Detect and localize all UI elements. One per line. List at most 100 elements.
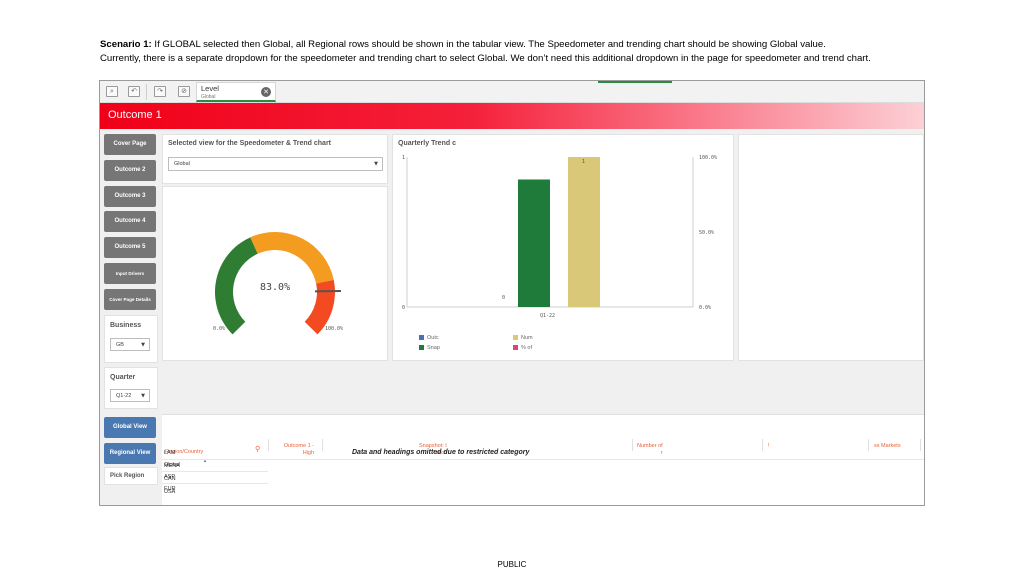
nav-input-drivers[interactable]: Input Drivers	[104, 263, 156, 284]
quarter-dropdown[interactable]: Q1-22 ▼	[110, 389, 150, 402]
toolbar: ⌕ ↶ ↷ ⊘ Level Global ✕	[100, 81, 924, 103]
pick-region-panel[interactable]: Pick Region	[104, 467, 158, 485]
y-tick-label: 0	[402, 305, 405, 311]
sort-indicator-icon: ▲	[203, 458, 207, 463]
y-tick-label: 1	[402, 155, 405, 161]
table-row-label[interactable]: ASP	[164, 474, 176, 480]
scenario-label: Scenario 1:	[100, 39, 152, 50]
pick-region-label: Pick Region	[110, 473, 145, 479]
table-row-label[interactable]: MENA	[164, 463, 180, 469]
speedometer-panel: 83.0% 0.0% 100.0%	[162, 186, 388, 361]
speedometer-gauge	[215, 232, 342, 335]
speedometer-view-title: Selected view for the Speedometer & Tren…	[168, 140, 331, 147]
selection-chip-level[interactable]: Level Global ✕	[196, 82, 276, 102]
clear-selections-icon[interactable]: ⊘	[178, 86, 190, 97]
y2-tick-label: 0.0%	[699, 305, 711, 311]
selection-chip-title: Level	[201, 84, 219, 93]
gauge-max-label: 100.0%	[325, 326, 344, 332]
nav-cover-page-details[interactable]: Cover Page Details	[104, 289, 156, 310]
table-row-label[interactable]: Global	[164, 462, 180, 468]
row-divider	[162, 483, 268, 484]
sheet-banner: Outcome 1	[100, 103, 924, 129]
legend-item: Outc	[419, 335, 439, 341]
table-row-label[interactable]: USA	[164, 489, 176, 495]
scenario-text-1: If GLOBAL selected then Global, all Regi…	[151, 39, 826, 50]
legend-swatch	[419, 335, 424, 340]
omitted-data-note: Data and headings omitted due to restric…	[352, 449, 530, 456]
table-header-markets[interactable]: ss Markets	[874, 443, 901, 449]
legend-label: % of	[521, 345, 533, 351]
table-overflow	[162, 494, 268, 505]
legend-swatch	[513, 345, 518, 350]
toolbar-accent-bar	[598, 81, 672, 83]
nav-outcome-5[interactable]: Outcome 5	[104, 237, 156, 258]
quarter-filter-label: Quarter	[110, 374, 136, 381]
gauge-min-label: 0.0%	[213, 326, 226, 332]
row-divider	[162, 471, 268, 472]
nav-outcome-4[interactable]: Outcome 4	[104, 211, 156, 232]
toolbar-divider	[146, 84, 147, 100]
speedometer-view-panel: Selected view for the Speedometer & Tren…	[162, 134, 388, 184]
y2-tick-label: 100.0%	[699, 155, 717, 161]
gauge-value-label: 83.0%	[260, 282, 291, 293]
bar-value-label: 0	[502, 295, 505, 301]
legend-item: % of	[513, 345, 532, 351]
close-icon[interactable]: ✕	[261, 87, 271, 97]
speedometer-view-dropdown[interactable]: Global ▼	[168, 157, 383, 171]
nav-cover-page[interactable]: Cover Page	[104, 134, 156, 155]
global-view-button[interactable]: Global View	[104, 417, 156, 438]
scenario-description: Scenario 1: If GLOBAL selected then Glob…	[100, 38, 1000, 66]
column-divider	[762, 439, 763, 451]
legend-item: Num	[513, 335, 533, 341]
table-header-flag[interactable]: !	[768, 443, 770, 449]
sheet-canvas: Cover Page Outcome 2 Outcome 3 Outcome 4…	[100, 129, 924, 505]
chevron-down-icon: ▼	[374, 161, 378, 167]
business-filter-label: Business	[110, 322, 142, 329]
legend-item: Snap	[419, 345, 440, 351]
column-divider	[920, 439, 921, 451]
chevron-down-icon: ▼	[141, 393, 145, 399]
x-tick-label: Q1-22	[540, 313, 555, 319]
scenario-line-2: Currently, there is a separate dropdown …	[100, 53, 871, 64]
table-header-number[interactable]: Number of r	[637, 443, 663, 456]
smart-search-icon[interactable]: ⌕	[106, 86, 118, 97]
table-row-label[interactable]: LAM	[164, 450, 176, 456]
nav-outcome-2[interactable]: Outcome 2	[104, 160, 156, 181]
step-back-icon[interactable]: ↶	[128, 86, 140, 97]
table-header-snapshot[interactable]: Snapshot: I reco	[419, 443, 447, 456]
gauge-segment	[304, 279, 335, 335]
y2-tick-label: 50.0%	[699, 230, 714, 236]
scenario-line-1: Scenario 1: If GLOBAL selected then Glob…	[100, 38, 1000, 52]
bar-value-label: 1	[582, 159, 585, 165]
gauge-segment	[250, 232, 334, 284]
nav-outcome-3[interactable]: Outcome 3	[104, 186, 156, 207]
business-dropdown-value: GB	[116, 342, 124, 348]
regional-view-button[interactable]: Regional View	[104, 443, 156, 464]
quarter-dropdown-value: Q1-22	[116, 393, 132, 399]
legend-label: Snap	[427, 345, 440, 351]
quarterly-trend-panel: Quarterly Trend c 1 0 100.0% 50.0% 0.0% 0 1 Q1-…	[392, 134, 734, 361]
table-row-label[interactable]: EUR	[164, 486, 176, 492]
business-dropdown[interactable]: GB ▼	[110, 338, 150, 351]
legend-label: Outc	[427, 335, 439, 341]
search-icon[interactable]: ⚲	[255, 445, 261, 453]
data-table: Region/Country ▲ ⚲ Outcome 1 - High Snap…	[162, 414, 924, 505]
legend-label: Num	[521, 335, 533, 341]
column-divider	[322, 439, 323, 451]
quarterly-trend-title: Quarterly Trend c	[398, 140, 456, 147]
footer-classification: PUBLIC	[497, 560, 527, 569]
table-row-label[interactable]: CAN	[164, 476, 176, 482]
table-header-region[interactable]: Region/Country	[165, 449, 204, 455]
chevron-down-icon: ▼	[141, 342, 145, 348]
gauge-segment	[215, 237, 258, 335]
step-forward-icon[interactable]: ↷	[154, 86, 166, 97]
selection-chip-value: Global	[201, 94, 216, 100]
speedometer-view-value: Global	[174, 161, 190, 167]
quarter-filter-panel: Quarter Q1-22 ▼	[104, 367, 158, 409]
table-header-outcome[interactable]: Outcome 1 - High	[283, 443, 314, 456]
empty-panel	[738, 134, 924, 361]
business-filter-panel: Business GB ▼	[104, 315, 158, 363]
column-divider	[268, 439, 269, 451]
column-divider	[632, 439, 633, 451]
table-header-border	[162, 459, 924, 460]
